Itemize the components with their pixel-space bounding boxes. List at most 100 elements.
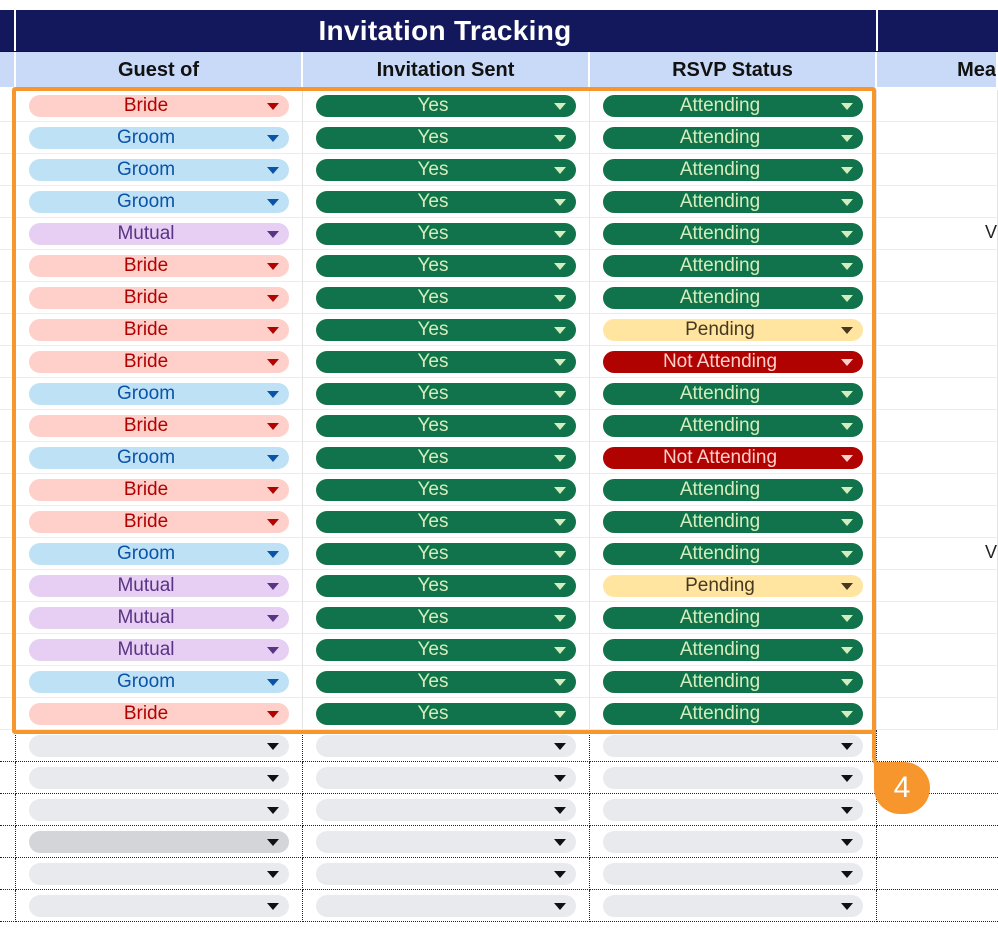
row-lead-cell[interactable] — [0, 634, 16, 666]
guest-of-cell[interactable]: Groom — [16, 154, 303, 186]
rsvp-status-cell[interactable]: Attending — [590, 154, 877, 186]
rsvp-status-cell[interactable] — [590, 794, 877, 826]
invitation-sent-cell[interactable]: Yes — [303, 602, 590, 634]
chevron-down-icon[interactable] — [554, 199, 566, 206]
guest-of-cell[interactable]: Bride — [16, 474, 303, 506]
chevron-down-icon[interactable] — [841, 807, 853, 814]
chevron-down-icon[interactable] — [267, 839, 279, 846]
dropdown-chip[interactable]: Bride — [29, 511, 289, 533]
dropdown-chip[interactable]: Yes — [316, 447, 576, 469]
rsvp-status-cell[interactable]: Pending — [590, 314, 877, 346]
chevron-down-icon[interactable] — [554, 903, 566, 910]
invitation-sent-cell[interactable] — [303, 794, 590, 826]
guest-of-cell[interactable]: Mutual — [16, 218, 303, 250]
dropdown-chip[interactable]: Bride — [29, 479, 289, 501]
row-lead-cell[interactable] — [0, 730, 16, 762]
guest-of-cell[interactable]: Bride — [16, 698, 303, 730]
invitation-sent-cell[interactable] — [303, 730, 590, 762]
dropdown-chip[interactable]: Not Attending — [603, 351, 863, 373]
dropdown-chip[interactable] — [603, 799, 863, 821]
chevron-down-icon[interactable] — [267, 135, 279, 142]
rsvp-status-cell[interactable]: Attending — [590, 90, 877, 122]
dropdown-chip[interactable]: Yes — [316, 255, 576, 277]
dropdown-chip[interactable]: Yes — [316, 607, 576, 629]
dropdown-chip[interactable]: Not Attending — [603, 447, 863, 469]
chevron-down-icon[interactable] — [267, 775, 279, 782]
chevron-down-icon[interactable] — [267, 551, 279, 558]
meal-cell[interactable] — [877, 698, 998, 730]
dropdown-chip[interactable]: Bride — [29, 351, 289, 373]
guest-of-cell[interactable]: Bride — [16, 506, 303, 538]
row-lead-cell[interactable] — [0, 762, 16, 794]
chevron-down-icon[interactable] — [267, 583, 279, 590]
dropdown-chip[interactable]: Yes — [316, 543, 576, 565]
meal-cell[interactable] — [877, 506, 998, 538]
meal-cell[interactable]: V — [877, 538, 998, 570]
rsvp-status-cell[interactable]: Attending — [590, 282, 877, 314]
meal-cell[interactable] — [877, 186, 998, 218]
chevron-down-icon[interactable] — [267, 647, 279, 654]
dropdown-chip[interactable]: Attending — [603, 383, 863, 405]
rsvp-status-cell[interactable]: Attending — [590, 218, 877, 250]
chevron-down-icon[interactable] — [841, 711, 853, 718]
chevron-down-icon[interactable] — [841, 263, 853, 270]
chevron-down-icon[interactable] — [841, 551, 853, 558]
dropdown-chip[interactable] — [316, 863, 576, 885]
row-lead-cell[interactable] — [0, 282, 16, 314]
dropdown-chip[interactable]: Attending — [603, 479, 863, 501]
invitation-sent-cell[interactable]: Yes — [303, 122, 590, 154]
column-header-lead[interactable] — [0, 52, 16, 87]
dropdown-chip[interactable]: Yes — [316, 671, 576, 693]
dropdown-chip[interactable] — [316, 799, 576, 821]
dropdown-chip[interactable] — [603, 863, 863, 885]
rsvp-status-cell[interactable]: Attending — [590, 634, 877, 666]
dropdown-chip[interactable] — [603, 735, 863, 757]
guest-of-cell[interactable]: Mutual — [16, 634, 303, 666]
dropdown-chip[interactable]: Bride — [29, 703, 289, 725]
row-lead-cell[interactable] — [0, 506, 16, 538]
chevron-down-icon[interactable] — [267, 295, 279, 302]
meal-cell[interactable] — [877, 378, 998, 410]
rsvp-status-cell[interactable] — [590, 762, 877, 794]
dropdown-chip[interactable]: Attending — [603, 127, 863, 149]
dropdown-chip[interactable]: Mutual — [29, 223, 289, 245]
chevron-down-icon[interactable] — [841, 103, 853, 110]
dropdown-chip[interactable]: Yes — [316, 639, 576, 661]
chevron-down-icon[interactable] — [267, 743, 279, 750]
dropdown-chip[interactable] — [29, 831, 289, 853]
column-header-invitation-sent[interactable]: Invitation Sent — [303, 52, 590, 87]
row-lead-cell[interactable] — [0, 442, 16, 474]
rsvp-status-cell[interactable]: Attending — [590, 410, 877, 442]
chevron-down-icon[interactable] — [267, 423, 279, 430]
dropdown-chip[interactable] — [603, 767, 863, 789]
chevron-down-icon[interactable] — [554, 103, 566, 110]
dropdown-chip[interactable] — [29, 895, 289, 917]
rsvp-status-cell[interactable]: Not Attending — [590, 442, 877, 474]
chevron-down-icon[interactable] — [554, 775, 566, 782]
chevron-down-icon[interactable] — [267, 167, 279, 174]
dropdown-chip[interactable]: Mutual — [29, 607, 289, 629]
chevron-down-icon[interactable] — [841, 391, 853, 398]
invitation-sent-cell[interactable]: Yes — [303, 346, 590, 378]
dropdown-chip[interactable]: Groom — [29, 191, 289, 213]
chevron-down-icon[interactable] — [841, 135, 853, 142]
row-lead-cell[interactable] — [0, 186, 16, 218]
guest-of-cell[interactable] — [16, 858, 303, 890]
chevron-down-icon[interactable] — [267, 903, 279, 910]
dropdown-chip[interactable] — [316, 735, 576, 757]
chevron-down-icon[interactable] — [267, 711, 279, 718]
chevron-down-icon[interactable] — [841, 903, 853, 910]
meal-cell[interactable] — [877, 282, 998, 314]
chevron-down-icon[interactable] — [267, 359, 279, 366]
chevron-down-icon[interactable] — [554, 295, 566, 302]
row-lead-cell[interactable] — [0, 218, 16, 250]
chevron-down-icon[interactable] — [267, 519, 279, 526]
guest-of-cell[interactable] — [16, 730, 303, 762]
dropdown-chip[interactable]: Attending — [603, 703, 863, 725]
meal-cell[interactable] — [877, 474, 998, 506]
dropdown-chip[interactable]: Attending — [603, 671, 863, 693]
guest-of-cell[interactable]: Bride — [16, 250, 303, 282]
chevron-down-icon[interactable] — [554, 167, 566, 174]
dropdown-chip[interactable]: Yes — [316, 415, 576, 437]
dropdown-chip[interactable] — [603, 831, 863, 853]
